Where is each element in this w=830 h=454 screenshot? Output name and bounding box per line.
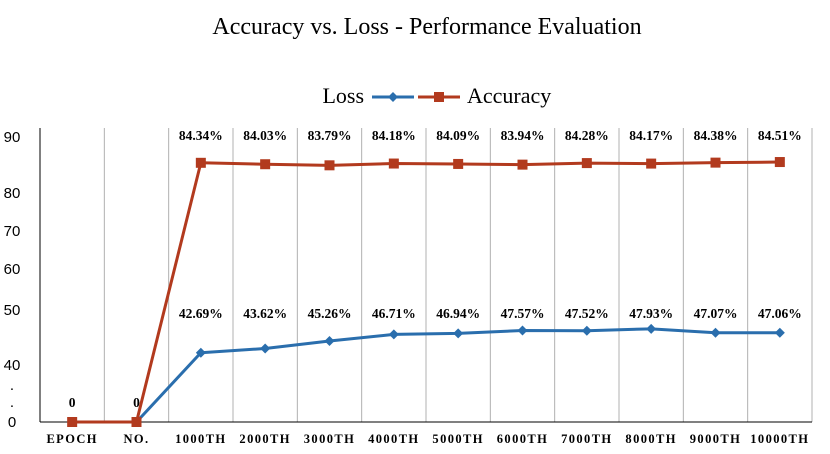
x-tick-label: 10000TH [750,432,809,446]
point-loss [517,325,528,336]
point-loss [710,327,721,338]
legend: Loss Accuracy [322,83,551,108]
point-accuracy [646,158,657,169]
x-tick-label: 8000TH [625,432,676,446]
y-tick-label: 80 [4,185,21,202]
data-label-loss: 42.69% [179,306,223,321]
point-accuracy [453,158,464,169]
data-label-loss: 0 [133,395,140,410]
point-accuracy [388,158,399,169]
legend-label-loss: Loss [322,83,364,108]
point-loss [195,347,206,358]
point-accuracy [195,157,206,168]
x-tick-label: 4000TH [368,432,419,446]
data-label-loss: 45.26% [308,306,352,321]
data-label-accuracy: 84.17% [629,128,673,143]
data-label-loss: 47.07% [694,306,738,321]
y-tick-label: 50 [4,302,21,319]
point-accuracy [774,157,785,168]
data-label-loss: 0 [69,395,76,410]
y-tick-label: 40 [4,357,21,374]
point-loss [388,329,399,340]
point-accuracy [517,159,528,170]
data-label-loss: 47.06% [758,306,802,321]
data-label-loss: 47.52% [565,306,609,321]
x-tick-label: 6000TH [497,432,548,446]
data-label-loss: 46.71% [372,306,416,321]
data-label-accuracy: 83.94% [501,128,545,143]
data-label-loss: 46.94% [436,306,480,321]
y-tick-label: . [10,377,14,394]
point-loss [646,323,657,334]
point-accuracy [324,160,335,171]
chart-title: Accuracy vs. Loss - Performance Evaluati… [212,14,641,40]
x-tick-label: NO. [123,432,149,446]
data-label-accuracy: 84.38% [694,128,738,143]
x-tick-label: 9000TH [690,432,741,446]
point-loss [324,336,335,347]
y-tick-label: 70 [4,223,21,240]
point-accuracy [581,158,592,169]
legend-marker-loss [388,92,398,102]
series-line-loss [72,327,780,424]
x-tick-label: 3000TH [304,432,355,446]
data-label-loss: 43.62% [243,306,287,321]
point-accuracy [260,159,271,170]
plot-area: 0.. 40 50 60 70 80 90 EPOCH NO. 1000TH 2000TH 3000T… [4,128,813,446]
y-tick-label: 0 [8,414,16,431]
legend-label-accuracy: Accuracy [467,83,551,108]
x-tick-label: 7000TH [561,432,612,446]
point-loss [453,328,464,339]
data-label-accuracy: 84.09% [436,128,480,143]
series-line-accuracy [72,160,780,424]
y-tick-label: 60 [4,261,21,278]
data-label-accuracy: 84.03% [243,128,287,143]
data-label-accuracy: 84.34% [179,128,223,143]
x-tick-label: EPOCH [46,432,97,446]
x-tick-label: 1000TH [175,432,226,446]
y-tick-label: 90 [4,129,21,146]
point-accuracy [710,157,721,168]
data-label-accuracy: 83.79% [308,128,352,143]
point-accuracy [131,417,142,427]
point-loss [260,343,271,354]
data-label-loss: 47.57% [501,306,545,321]
data-label-loss: 47.93% [629,306,673,321]
data-label-accuracy: 84.18% [372,128,416,143]
point-loss [581,325,592,336]
x-tick-label: 5000TH [432,432,483,446]
point-accuracy [67,417,78,427]
x-tick-label: 2000TH [239,432,290,446]
data-label-accuracy: 84.28% [565,128,609,143]
legend-marker-accuracy [434,92,444,102]
data-label-accuracy: 84.51% [758,128,802,143]
y-tick-label: . [10,394,14,411]
point-loss [774,327,785,338]
